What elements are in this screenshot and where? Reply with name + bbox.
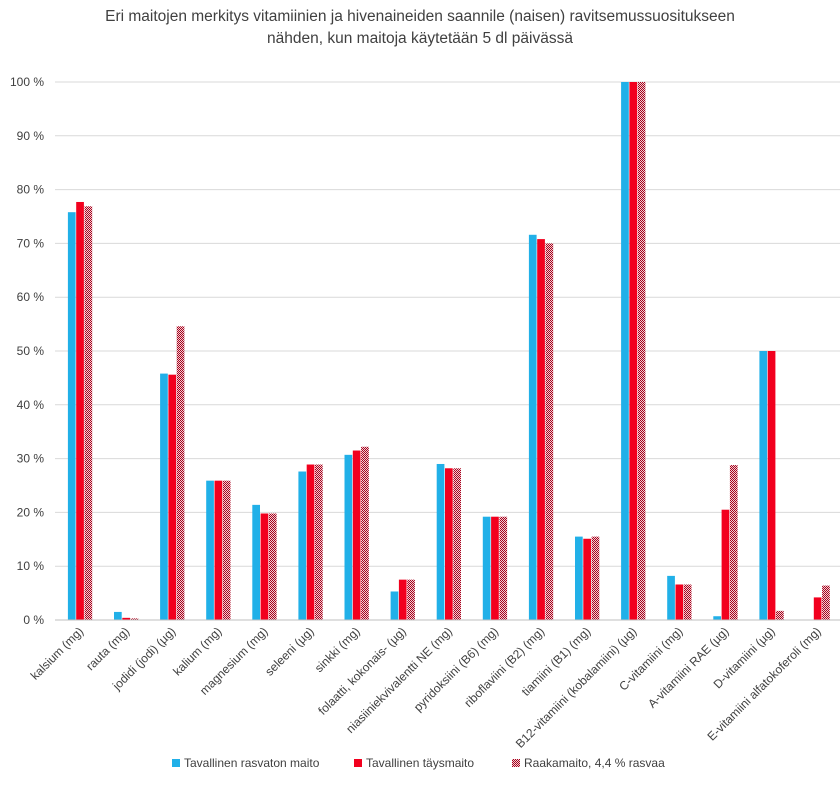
bar-3-12 [591, 536, 600, 620]
bar-3-15 [729, 465, 738, 620]
bar-3-11 [545, 243, 554, 620]
gridlines [55, 81, 840, 567]
bar-3-8 [407, 579, 415, 620]
bar-3-2 [130, 618, 139, 620]
bar-3-17 [822, 585, 830, 620]
legend-label: Raakamaito, 4,4 % rasvaa [524, 756, 665, 770]
y-tick-label: 40 % [17, 398, 45, 412]
bar-3-1 [84, 206, 93, 620]
legend-label: Tavallinen täysmaito [366, 756, 474, 770]
bar-2-11 [537, 239, 545, 620]
bar-1-2 [114, 611, 122, 620]
y-tick-label: 90 % [17, 129, 45, 143]
bar-3-7 [361, 446, 369, 620]
bar-2-6 [306, 464, 315, 620]
bar-1-16 [759, 351, 768, 620]
bar-2-16 [767, 351, 776, 620]
bar-2-14 [675, 584, 684, 620]
bar-3-5 [268, 513, 277, 620]
legend-swatch [512, 759, 520, 767]
x-tick-label: riboflaviini (B2) (mg) [461, 624, 547, 710]
bar-1-11 [528, 234, 537, 621]
y-tick-label: 70 % [17, 236, 45, 250]
y-tick-label: 30 % [17, 452, 45, 466]
bar-2-2 [122, 617, 130, 620]
bar-2-1 [76, 201, 84, 620]
bar-2-3 [168, 374, 177, 620]
legend-item: Tavallinen täysmaito [354, 756, 474, 770]
legend-swatch [172, 759, 180, 767]
bar-1-15 [713, 616, 721, 620]
bar-2-5 [260, 513, 269, 620]
chart-title: Eri maitojen merkitys vitamiinien ja hiv… [0, 6, 840, 50]
bar-2-4 [214, 480, 223, 620]
bar-1-14 [667, 575, 675, 620]
bar-2-17 [813, 597, 822, 620]
y-tick-label: 20 % [17, 505, 45, 519]
bar-2-8 [398, 579, 407, 620]
legend-item: Tavallinen rasvaton maito [172, 756, 320, 770]
x-tick-label: seleeni (µg) [262, 624, 316, 678]
bar-1-3 [160, 373, 168, 620]
bar-2-10 [491, 516, 499, 620]
legend-item: Raakamaito, 4,4 % rasvaa [512, 756, 665, 770]
bar-2-12 [583, 538, 591, 620]
bar-1-12 [575, 536, 583, 620]
legend: Tavallinen rasvaton maito Tavallinen täys… [172, 756, 665, 770]
y-tick-label: 100 % [10, 75, 44, 89]
bar-2-15 [721, 509, 730, 620]
y-tick-label: 10 % [17, 559, 45, 573]
bar-3-9 [453, 468, 461, 620]
bar-3-14 [683, 584, 692, 620]
bar-1-4 [206, 480, 214, 620]
y-axis-ticks: 0 % 10 % 20 % 30 % 40 % 50 % 60 % 70 % 80 % 90 % 1… [10, 75, 44, 627]
bar-3-10 [499, 516, 508, 620]
y-tick-label: 0 % [23, 613, 44, 627]
chart-title-line-2: nähden, kun maitoja käytetään 5 dl päivä… [267, 30, 573, 47]
legend-label: Tavallinen rasvaton maito [184, 756, 320, 770]
x-tick-label: pyridoksiini (B6) (mg) [411, 624, 501, 714]
x-axis-labels: kalsium (mg)rauta (mg)jodidi (jodi) (µg)… [28, 624, 824, 751]
bar-2-7 [352, 450, 361, 620]
y-tick-label: 60 % [17, 290, 45, 304]
bar-2-13 [629, 82, 638, 620]
bar-3-4 [222, 480, 231, 620]
bar-1-1 [67, 212, 76, 621]
bar-1-8 [390, 591, 399, 620]
x-tick-label: folaatti, kokonais- (µg) [315, 624, 409, 718]
chart-title-line-1: Eri maitojen merkitys vitamiinien ja hiv… [105, 8, 735, 25]
bar-3-6 [315, 464, 323, 620]
bar-3-3 [176, 326, 185, 620]
bar-1-9 [436, 463, 445, 620]
bar-1-7 [344, 454, 353, 620]
x-tick-label: A-vitamiini RAE (µg) [645, 624, 731, 710]
bars [67, 82, 830, 621]
y-tick-label: 50 % [17, 344, 45, 358]
x-tick-label: rauta (mg) [83, 624, 132, 673]
bar-1-6 [298, 471, 307, 620]
bar-1-10 [482, 516, 491, 620]
y-tick-label: 80 % [17, 183, 45, 197]
bar-3-13 [637, 82, 646, 620]
legend-swatch [354, 759, 362, 767]
bar-1-5 [252, 504, 260, 620]
x-tick-label: kalsium (mg) [28, 624, 86, 682]
bar-2-9 [445, 468, 453, 620]
bar-1-13 [621, 82, 629, 620]
bar-3-16 [776, 610, 784, 620]
